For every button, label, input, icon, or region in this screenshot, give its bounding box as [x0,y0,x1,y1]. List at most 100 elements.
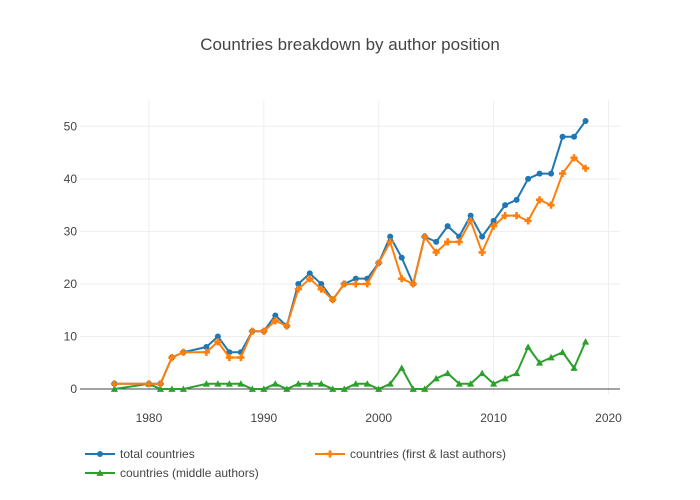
data-point [294,285,302,293]
data-point [168,385,176,392]
grid [80,100,620,395]
data-point [363,380,371,387]
data-point [525,175,532,182]
data-point [317,380,325,387]
data-point [490,217,497,224]
data-point [536,170,543,177]
data-point [248,327,256,335]
data-point [467,380,475,387]
data-point [110,380,119,388]
data-point [570,154,578,162]
legend-item[interactable]: countries (middle authors) [85,466,259,480]
data-point [225,380,233,387]
data-point [352,380,360,387]
data-point [306,270,313,277]
data-point [421,233,429,241]
series-layer [110,118,590,392]
data-point [226,349,233,356]
data-point [432,374,440,382]
data-point [168,353,176,362]
data-point [156,380,165,388]
data-point [432,248,440,257]
data-point [570,364,578,371]
x-tick-label: 2000 [365,411,392,425]
data-point [363,280,371,288]
data-point [513,196,520,203]
legend-item[interactable]: total countries [85,447,195,461]
data-point [501,212,509,220]
data-point [490,380,498,387]
data-point [272,312,279,319]
data-point [340,280,348,288]
x-tick-label: 1980 [136,411,163,425]
x-tick-label: 1990 [250,411,277,425]
data-point [467,217,475,225]
data-point [547,201,555,209]
data-point [306,380,314,387]
data-point [318,280,325,287]
data-point [581,338,590,345]
data-point [97,451,103,457]
data-point [398,254,405,261]
data-point [433,238,440,245]
data-point [214,333,221,340]
data-point [559,133,566,140]
data-point [512,212,521,220]
data-point [386,380,394,387]
data-point [96,469,104,476]
data-point [444,369,452,377]
y-tick-label: 0 [70,382,77,396]
data-point [398,275,406,283]
data-point [203,344,210,351]
data-point [398,364,406,371]
series-2 [110,338,590,392]
x-tick-label: 2010 [480,411,507,425]
y-tick-label: 30 [64,224,78,238]
legend-label: countries (first & last authors) [350,447,506,461]
data-point [317,285,325,293]
data-point [478,369,486,377]
data-point [444,238,452,246]
data-point [524,217,532,225]
data-point [283,385,291,392]
chart-title: Countries breakdown by author position [200,35,500,54]
data-point [375,385,383,392]
legend-label: total countries [120,447,195,461]
legend-item[interactable]: countries (first & last authors) [315,447,506,461]
data-point [329,296,337,304]
data-point [225,353,233,362]
data-point [386,238,394,246]
data-point [352,280,360,288]
data-point [571,133,578,140]
data-point [214,380,222,387]
data-point [558,169,567,178]
data-point [467,212,474,219]
data-point [110,385,119,392]
series-1 [110,154,590,388]
data-point [352,275,359,282]
data-point [271,317,279,325]
data-point [547,353,555,361]
data-point [478,248,486,257]
y-tick-label: 10 [64,329,78,343]
data-point [455,380,463,387]
data-point [490,222,498,230]
axes: 0 10 20 30 40 50 1980 1990 2000 2010 2020 [64,119,623,425]
data-point [202,348,210,356]
data-point [340,385,348,392]
data-point [444,223,451,230]
data-point [409,280,417,288]
data-point [409,385,417,392]
data-point [581,164,590,172]
data-point [535,359,544,366]
data-point [502,202,509,209]
data-point [260,385,268,392]
data-point [306,275,314,283]
data-point [512,369,521,377]
data-point [202,380,210,387]
legend[interactable]: total countries countries (first & last a… [85,447,506,480]
data-point [582,118,589,125]
data-point [558,348,567,356]
